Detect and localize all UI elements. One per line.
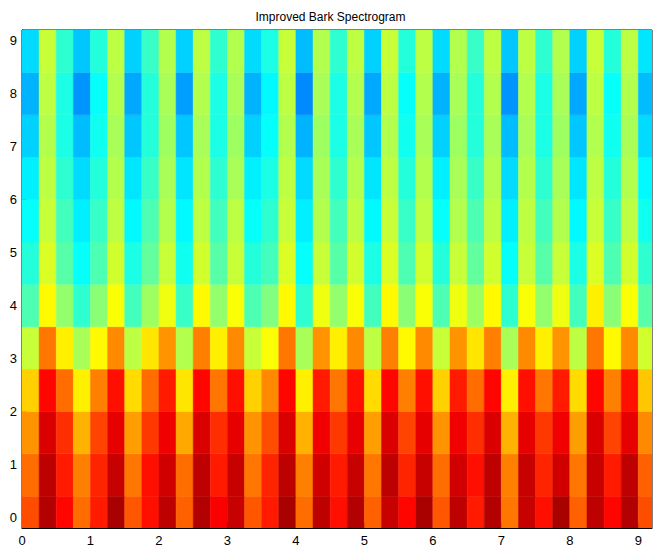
svg-text:1: 1 xyxy=(87,533,94,548)
svg-text:9: 9 xyxy=(10,33,17,48)
svg-text:8: 8 xyxy=(566,533,573,548)
svg-text:4: 4 xyxy=(10,298,17,313)
svg-text:5: 5 xyxy=(361,533,368,548)
svg-text:2: 2 xyxy=(10,404,17,419)
svg-text:8: 8 xyxy=(10,86,17,101)
svg-text:5: 5 xyxy=(10,245,17,260)
svg-text:0: 0 xyxy=(18,533,25,548)
svg-text:0: 0 xyxy=(10,510,17,525)
svg-text:3: 3 xyxy=(224,533,231,548)
svg-text:6: 6 xyxy=(429,533,436,548)
svg-text:9: 9 xyxy=(635,533,642,548)
svg-text:2: 2 xyxy=(155,533,162,548)
svg-text:7: 7 xyxy=(498,533,505,548)
svg-text:4: 4 xyxy=(292,533,299,548)
svg-text:3: 3 xyxy=(10,351,17,366)
svg-text:1: 1 xyxy=(10,457,17,472)
svg-text:Improved Bark Spectrogram: Improved Bark Spectrogram xyxy=(255,10,405,24)
svg-text:7: 7 xyxy=(10,139,17,154)
svg-text:6: 6 xyxy=(10,192,17,207)
